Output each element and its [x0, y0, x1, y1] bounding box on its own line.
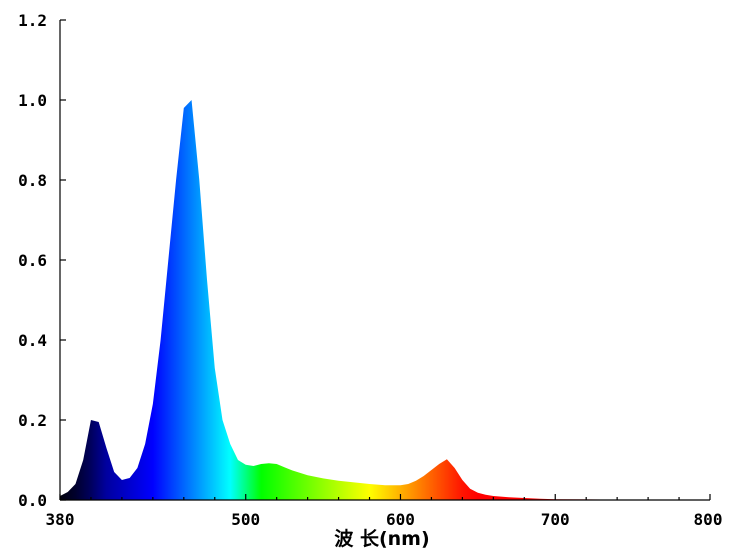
y-tick-label: 1.2	[18, 11, 47, 30]
y-ticks: 0.0 0.2 0.4 0.6 0.8 1.0 1.2	[18, 11, 66, 510]
y-tick-label: 0.8	[18, 171, 47, 190]
y-tick-label: 0.2	[18, 411, 47, 430]
x-tick-label: 700	[541, 510, 570, 529]
x-ticks: 380 500 600 700 800	[46, 494, 723, 529]
x-tick-label: 380	[46, 510, 75, 529]
x-tick-label: 600	[386, 510, 415, 529]
spectrum-area	[60, 100, 710, 500]
y-tick-label: 1.0	[18, 91, 47, 110]
x-tick-label: 500	[231, 510, 260, 529]
y-tick-label: 0.4	[18, 331, 47, 350]
y-tick-label: 0.0	[18, 491, 47, 510]
x-tick-label: 800	[694, 510, 723, 529]
y-tick-label: 0.6	[18, 251, 47, 270]
x-axis-label: 波 长(nm)	[334, 527, 429, 550]
